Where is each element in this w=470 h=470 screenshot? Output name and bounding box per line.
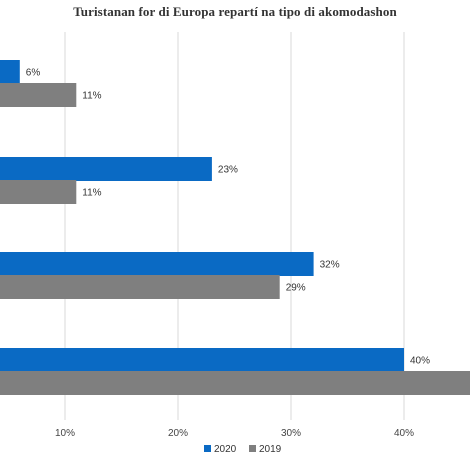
bar-2020 xyxy=(0,252,314,276)
legend-swatch-2019 xyxy=(249,445,256,452)
legend-label-2020: 2020 xyxy=(214,444,237,455)
data-label: 32% xyxy=(320,260,340,271)
data-label: 40% xyxy=(410,356,430,367)
x-tick-label: 20% xyxy=(168,428,188,439)
legend-swatch-2020 xyxy=(204,445,211,452)
chart-title: Turistanan for di Europa repartí na tipo… xyxy=(73,4,397,19)
bar-2019 xyxy=(0,275,280,299)
bar-2020 xyxy=(0,157,212,181)
bar-2019 xyxy=(0,180,77,204)
x-tick-label: 10% xyxy=(55,428,75,439)
data-label: 23% xyxy=(218,165,238,176)
data-label: 11% xyxy=(82,91,101,102)
legend-label-2019: 2019 xyxy=(259,444,282,455)
bar-2020 xyxy=(0,60,20,84)
data-label: 11% xyxy=(82,188,101,199)
bar-2019 xyxy=(0,371,470,395)
x-tick-label: 30% xyxy=(281,428,301,439)
data-label: 6% xyxy=(26,68,41,79)
data-label: 29% xyxy=(286,283,306,294)
bar-2020 xyxy=(0,348,404,372)
bar-2019 xyxy=(0,83,77,107)
x-tick-label: 40% xyxy=(394,428,414,439)
